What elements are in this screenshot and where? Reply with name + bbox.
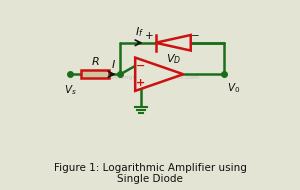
Text: I: I	[112, 60, 115, 70]
Text: $V_s$: $V_s$	[64, 83, 77, 97]
Text: $V_0$: $V_0$	[227, 81, 241, 95]
Polygon shape	[135, 58, 183, 91]
Text: $V_D$: $V_D$	[166, 52, 181, 66]
Text: bestengineeringprojects.com: bestengineeringprojects.com	[108, 74, 200, 80]
Text: R: R	[92, 57, 99, 67]
Text: +: +	[136, 78, 145, 88]
Text: Figure 1: Logarithmic Amplifier using
Single Diode: Figure 1: Logarithmic Amplifier using Si…	[54, 163, 246, 184]
Bar	[82, 70, 109, 78]
Text: +: +	[145, 31, 154, 40]
Polygon shape	[156, 35, 191, 51]
Text: −: −	[136, 61, 145, 71]
Text: −: −	[190, 31, 199, 40]
Text: $I_f$: $I_f$	[135, 25, 144, 39]
